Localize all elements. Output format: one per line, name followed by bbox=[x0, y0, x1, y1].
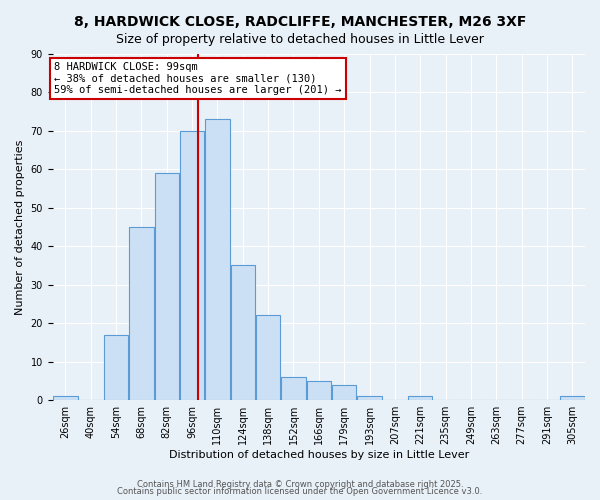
Bar bbox=[104, 334, 128, 400]
Bar bbox=[256, 316, 280, 400]
Bar bbox=[358, 396, 382, 400]
Bar bbox=[408, 396, 433, 400]
Text: Contains HM Land Registry data © Crown copyright and database right 2025.: Contains HM Land Registry data © Crown c… bbox=[137, 480, 463, 489]
Bar bbox=[281, 377, 305, 400]
Text: 8 HARDWICK CLOSE: 99sqm
← 38% of detached houses are smaller (130)
59% of semi-d: 8 HARDWICK CLOSE: 99sqm ← 38% of detache… bbox=[55, 62, 342, 95]
Text: 8, HARDWICK CLOSE, RADCLIFFE, MANCHESTER, M26 3XF: 8, HARDWICK CLOSE, RADCLIFFE, MANCHESTER… bbox=[74, 15, 526, 29]
Bar bbox=[332, 384, 356, 400]
Bar bbox=[205, 120, 230, 400]
Bar bbox=[307, 381, 331, 400]
X-axis label: Distribution of detached houses by size in Little Lever: Distribution of detached houses by size … bbox=[169, 450, 469, 460]
Bar bbox=[180, 131, 204, 400]
Bar bbox=[230, 266, 255, 400]
Bar bbox=[53, 396, 77, 400]
Bar bbox=[129, 227, 154, 400]
Y-axis label: Number of detached properties: Number of detached properties bbox=[15, 140, 25, 314]
Text: Contains public sector information licensed under the Open Government Licence v3: Contains public sector information licen… bbox=[118, 487, 482, 496]
Bar bbox=[560, 396, 584, 400]
Text: Size of property relative to detached houses in Little Lever: Size of property relative to detached ho… bbox=[116, 32, 484, 46]
Bar bbox=[155, 173, 179, 400]
